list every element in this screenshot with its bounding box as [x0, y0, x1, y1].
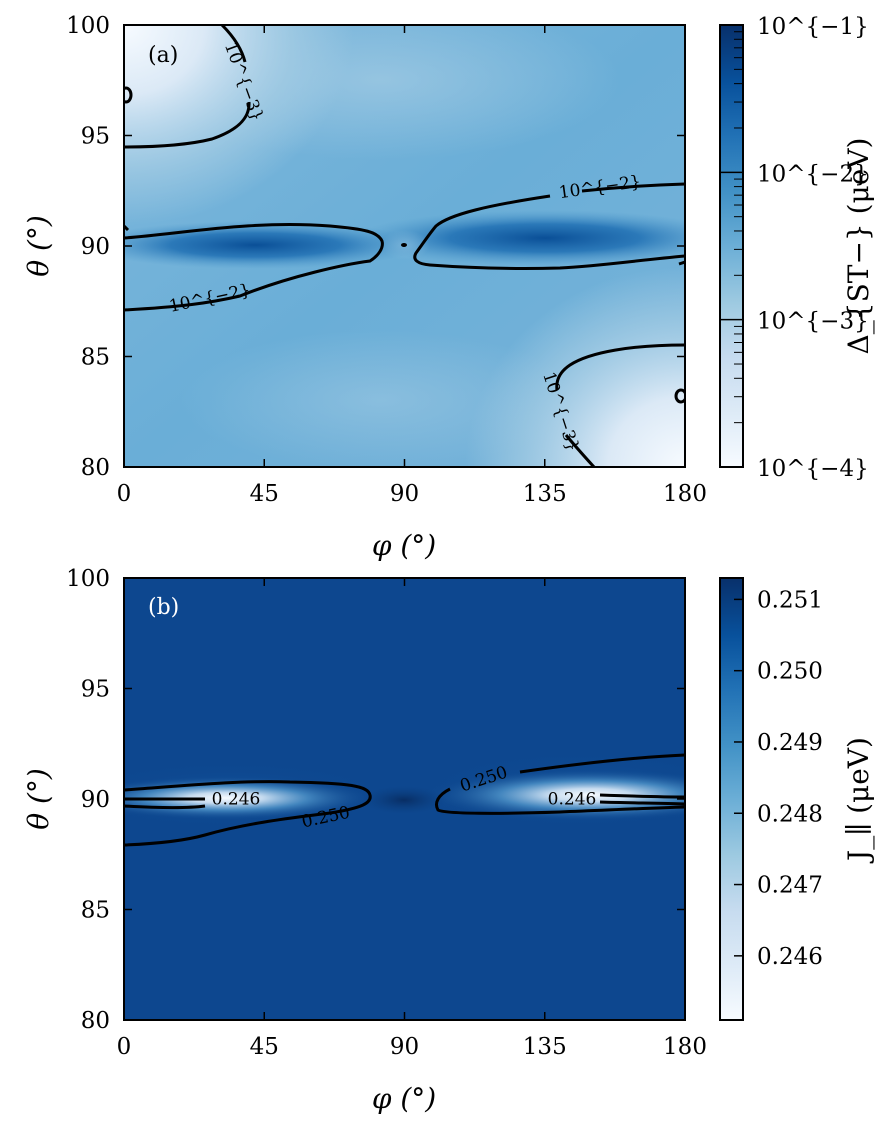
colorbar-b: [720, 578, 743, 1020]
contour-1e-3-topleft: [220, 25, 247, 63]
x-tick-label: 0: [117, 1034, 132, 1060]
contour-lines-b: [124, 753, 685, 847]
x-tick-label: 0: [117, 481, 132, 507]
colorbar-tick-label: 0.247: [757, 873, 823, 899]
x-tick-label: 180: [663, 1034, 707, 1060]
x-axis-label-a: φ (°): [372, 529, 436, 562]
y-tick-label: 95: [81, 677, 110, 703]
panel-b: 0.246 0.250 0.250 0.246 (b) 0 45 90 135 180 8…: [22, 566, 875, 1115]
contour-1e-3-bottomright: [555, 343, 685, 391]
y-axis-label-b: θ (°): [22, 768, 55, 830]
x-tick-label: 90: [390, 1034, 419, 1060]
panel-label-b: (b): [148, 595, 179, 620]
colorbar-tick-label: 0.246: [757, 944, 823, 970]
y-tick-label: 80: [81, 455, 110, 481]
colorbar-label-a: Δ_{ST−} (μeV): [842, 138, 875, 355]
contour-0246-left: [124, 797, 206, 809]
ticks-a: 0 45 90 135 180 80 85 90 95 100: [66, 13, 707, 507]
colorbar-ticks-b: 0.246 0.247 0.248 0.249 0.250 0.251: [734, 587, 823, 970]
contour-lines-a: [124, 25, 685, 467]
contour-label-b-1: 0.246: [212, 790, 261, 810]
colorbar-tick-label: 10^{−2}: [757, 161, 869, 187]
y-tick-label: 90: [81, 787, 110, 813]
y-tick-label: 85: [81, 345, 110, 371]
contour-0250-right: [435, 753, 685, 815]
contour-1e-2-upper: [124, 223, 384, 312]
y-tick-label: 100: [66, 566, 110, 592]
y-tick-label: 90: [81, 234, 110, 260]
colorbar-ticks-a: 10^{−4} 10^{−3} 10^{−2} 10^{−1}: [720, 14, 869, 482]
colorbar-a: [720, 25, 743, 467]
ticks-b: 0 45 90 135 180 80 85 90 95 100: [66, 566, 707, 1060]
colorbar-label-b: J_∥ (μeV): [842, 737, 875, 864]
colorbar-frame-b: [719, 577, 744, 1021]
y-axis-label-a: θ (°): [22, 215, 55, 277]
x-tick-label: 90: [390, 481, 419, 507]
x-tick-label: 45: [250, 1034, 279, 1060]
colorbar-tick-label: 0.249: [757, 730, 823, 756]
x-tick-label: 135: [523, 481, 567, 507]
x-tick-label: 180: [663, 481, 707, 507]
contour-closed-left: [124, 86, 133, 104]
y-tick-label: 80: [81, 1008, 110, 1034]
heatmap-b: 0.246 0.250 0.250 0.246: [124, 578, 685, 1020]
y-tick-label: 85: [81, 898, 110, 924]
panel-label-a: (a): [148, 43, 178, 68]
colorbar-tick-label: 0.250: [757, 659, 823, 685]
colorbar-tick-label: 10^{−1}: [757, 14, 869, 40]
contour-0250-left: [124, 780, 372, 847]
contour-closed-right: [674, 388, 685, 404]
contour-0246-right: [599, 793, 685, 806]
colorbar-tick-label: 10^{−3}: [757, 309, 869, 335]
colorbar-tick-label: 10^{−4}: [757, 456, 869, 482]
colorbar-tick-label: 0.248: [757, 801, 823, 827]
y-tick-label: 100: [66, 13, 110, 39]
x-tick-label: 135: [523, 1034, 567, 1060]
x-tick-label: 45: [250, 481, 279, 507]
heatmap-a: 10^{−3} 10^{−2} 10^{−2} 10^{−3}: [124, 25, 685, 467]
y-tick-label: 95: [81, 124, 110, 150]
contour-1e-2-lower: [413, 182, 685, 270]
contour-label-b-4: 0.246: [548, 790, 597, 810]
contour-center-dot: [401, 243, 407, 247]
panel-a: 10^{−3} 10^{−2} 10^{−2} 10^{−3} (a) 0 45 9…: [22, 13, 875, 562]
contour-1e-3-bottomright-lower: [564, 434, 596, 467]
contour-1e-3-topleft-lower: [124, 101, 251, 149]
colorbar-tick-label: 0.251: [757, 587, 823, 613]
x-axis-label-b: φ (°): [372, 1082, 436, 1115]
